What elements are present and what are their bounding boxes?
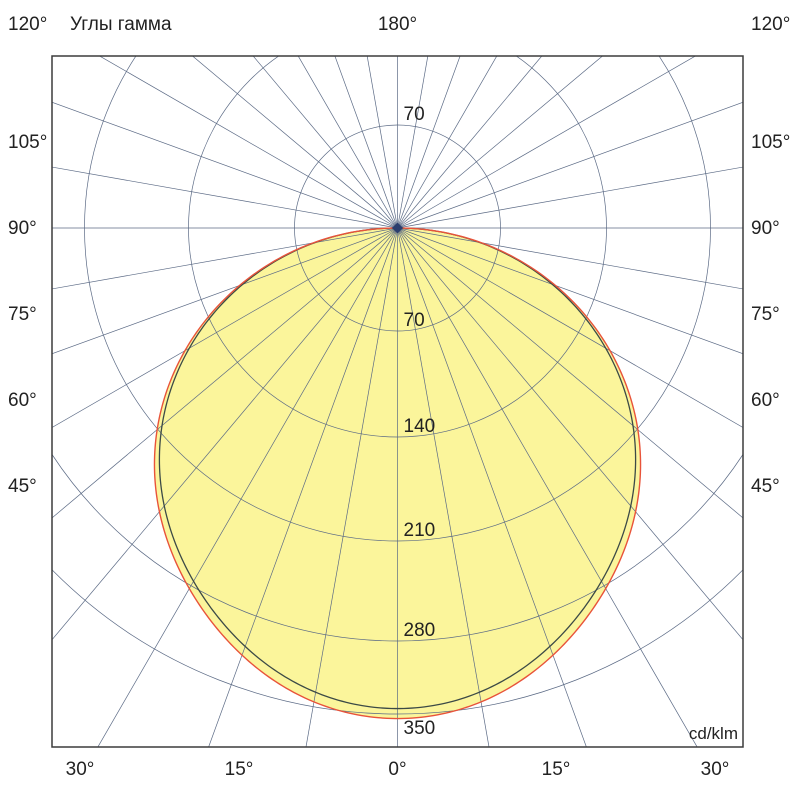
svg-text:75°: 75° <box>8 304 37 325</box>
svg-text:60°: 60° <box>751 390 780 411</box>
svg-text:120°: 120° <box>751 14 790 35</box>
svg-text:350: 350 <box>404 718 436 739</box>
svg-text:210: 210 <box>404 520 436 541</box>
svg-text:140: 140 <box>404 416 436 437</box>
svg-text:30°: 30° <box>701 759 730 780</box>
svg-text:60°: 60° <box>8 390 37 411</box>
svg-text:45°: 45° <box>751 476 780 497</box>
svg-text:180°: 180° <box>378 14 417 35</box>
svg-text:70: 70 <box>404 104 425 125</box>
svg-text:cd/klm: cd/klm <box>689 724 738 743</box>
svg-text:15°: 15° <box>542 759 571 780</box>
svg-text:15°: 15° <box>225 759 254 780</box>
svg-text:30°: 30° <box>66 759 95 780</box>
svg-text:45°: 45° <box>8 476 37 497</box>
svg-text:75°: 75° <box>751 304 780 325</box>
svg-text:90°: 90° <box>751 218 780 239</box>
svg-text:0°: 0° <box>388 759 406 780</box>
svg-text:120°: 120° <box>8 14 47 35</box>
svg-text:90°: 90° <box>8 218 37 239</box>
svg-text:70: 70 <box>404 310 425 331</box>
svg-text:105°: 105° <box>8 132 47 153</box>
svg-text:280: 280 <box>404 620 436 641</box>
svg-text:Углы гамма: Углы гамма <box>70 14 172 35</box>
svg-text:105°: 105° <box>751 132 790 153</box>
